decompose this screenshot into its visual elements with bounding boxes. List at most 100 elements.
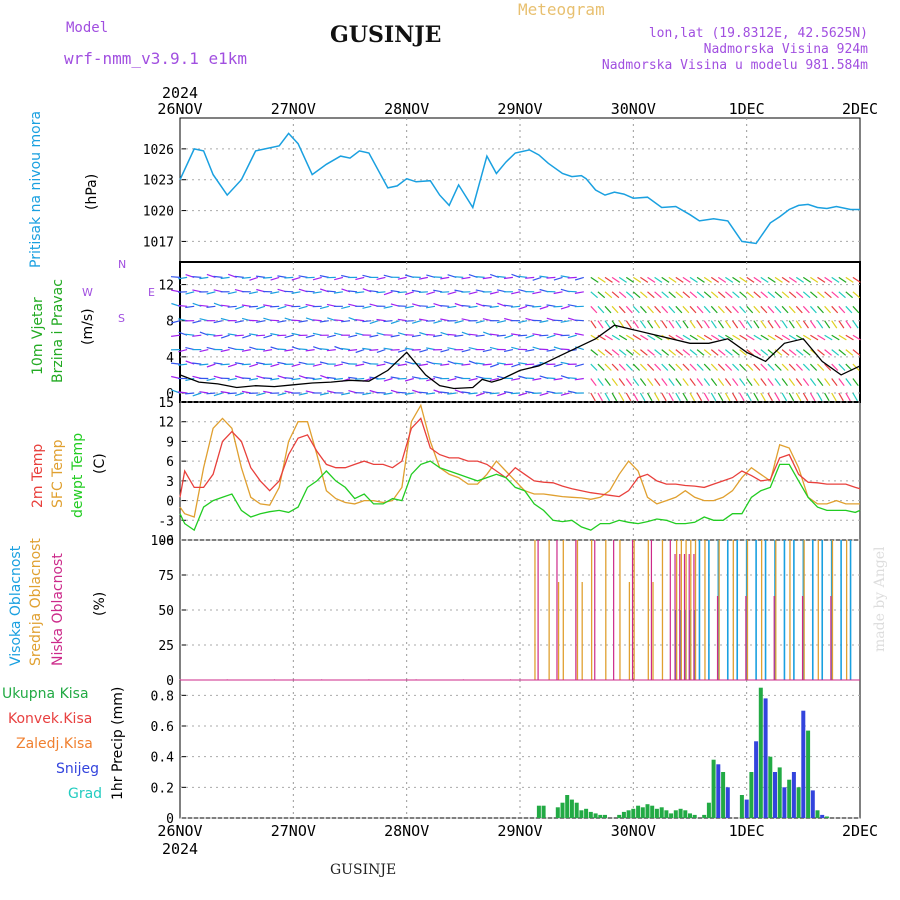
wind-barb <box>746 349 755 356</box>
wind-barb <box>646 392 653 402</box>
wind-barb <box>802 363 811 371</box>
wind-barb <box>746 378 753 387</box>
wind-barb <box>185 377 195 382</box>
wind-barb <box>355 363 365 367</box>
y-tick-label: 0 <box>166 495 174 510</box>
wind-barb <box>185 333 195 336</box>
wind-barb <box>831 349 840 356</box>
wind-barb <box>503 276 513 280</box>
wind-barb <box>661 276 670 283</box>
wind-barb <box>732 320 739 329</box>
wind-barb <box>654 334 663 341</box>
precip-bar-snow <box>716 764 721 818</box>
wind-barb <box>277 275 287 278</box>
wind-barb <box>817 363 825 371</box>
wind-barb <box>362 305 372 309</box>
y-tick-label: 100 <box>151 534 174 549</box>
wind-barb <box>263 349 273 352</box>
wind-barb <box>567 334 577 339</box>
wind-barb <box>496 362 506 365</box>
wind-barb <box>199 276 209 280</box>
wind-barb <box>270 319 280 322</box>
wind-barb <box>567 276 577 279</box>
wind-barb <box>640 291 648 299</box>
wind-barb <box>788 363 796 371</box>
wind-barb <box>632 320 639 329</box>
wind-barb <box>560 392 570 396</box>
wind-barb <box>560 305 570 310</box>
precip-bar-total <box>565 795 570 818</box>
wind-barb <box>447 305 457 309</box>
wind-barb <box>256 305 266 310</box>
y-tick-label: 25 <box>158 639 174 654</box>
wind-barb <box>618 363 626 371</box>
wind-barb <box>724 392 731 402</box>
wind-barb <box>490 363 499 368</box>
day-tick-label-bottom: 2DEC <box>842 822 878 840</box>
wind-barb <box>795 378 803 387</box>
wind-barb <box>560 320 570 323</box>
wind-barb <box>362 320 372 323</box>
wind-barb <box>753 320 760 329</box>
wind-barb <box>475 392 485 397</box>
wind-barb <box>611 320 618 329</box>
wind-barb <box>397 377 407 380</box>
wind-barb <box>717 392 724 402</box>
precip-bar-total <box>536 805 541 818</box>
y-tick-label: 4 <box>166 351 174 366</box>
wind-barb <box>802 334 812 341</box>
wind-barb <box>611 305 619 314</box>
wind-barb <box>710 276 720 283</box>
wind-barb <box>647 349 655 356</box>
wind-barb <box>774 378 781 387</box>
wind-barb <box>489 377 499 381</box>
wind-barb <box>333 319 343 322</box>
day-tick-label-top: 30NOV <box>611 100 656 118</box>
wind-barb <box>284 276 294 279</box>
wind-barb <box>220 363 230 366</box>
precip-bar-snow <box>773 772 777 818</box>
wind-barb <box>185 392 195 395</box>
y-tick-label: 75 <box>158 569 174 584</box>
wind-barb <box>597 392 603 402</box>
precip-bar-total <box>650 805 655 818</box>
wind-barb <box>284 377 294 380</box>
precip-bar-total <box>631 808 636 818</box>
wind-barb <box>525 363 535 366</box>
wind-barb <box>397 349 407 353</box>
wind-barb <box>525 304 535 307</box>
wind-barb <box>654 349 662 356</box>
wind-barb <box>689 363 697 371</box>
wind-barb <box>482 391 492 394</box>
wind-barb <box>739 392 745 402</box>
wind-barb <box>525 334 535 339</box>
wind-barb <box>277 305 287 310</box>
wind-barb <box>284 334 294 339</box>
wind-barb <box>206 305 216 308</box>
wind-barb <box>496 275 506 278</box>
wind-barb <box>291 319 301 322</box>
wind-barb <box>852 378 859 387</box>
wind-barb <box>675 276 684 283</box>
day-tick-label-bottom: 27NOV <box>271 822 316 840</box>
wind-barb <box>604 349 613 356</box>
wind-barb <box>482 349 492 353</box>
wind-barb <box>326 376 336 380</box>
wind-barb <box>710 363 718 371</box>
wind-barb <box>383 392 393 396</box>
wind-barb <box>774 305 782 314</box>
wind-barb <box>760 320 767 329</box>
wind-barb <box>760 276 769 283</box>
wind-barb <box>724 320 732 329</box>
wind-barb <box>597 349 606 356</box>
wind-barb <box>461 276 471 280</box>
wind-barb <box>809 378 817 387</box>
precip-bar-total <box>626 810 631 818</box>
wind-barb <box>802 349 811 356</box>
wind-barb <box>539 348 549 351</box>
wind-barb <box>675 305 683 314</box>
wind-barb <box>496 320 506 324</box>
wind-barb <box>355 319 365 322</box>
wind-barb <box>249 363 259 368</box>
wind-barb <box>341 305 351 309</box>
